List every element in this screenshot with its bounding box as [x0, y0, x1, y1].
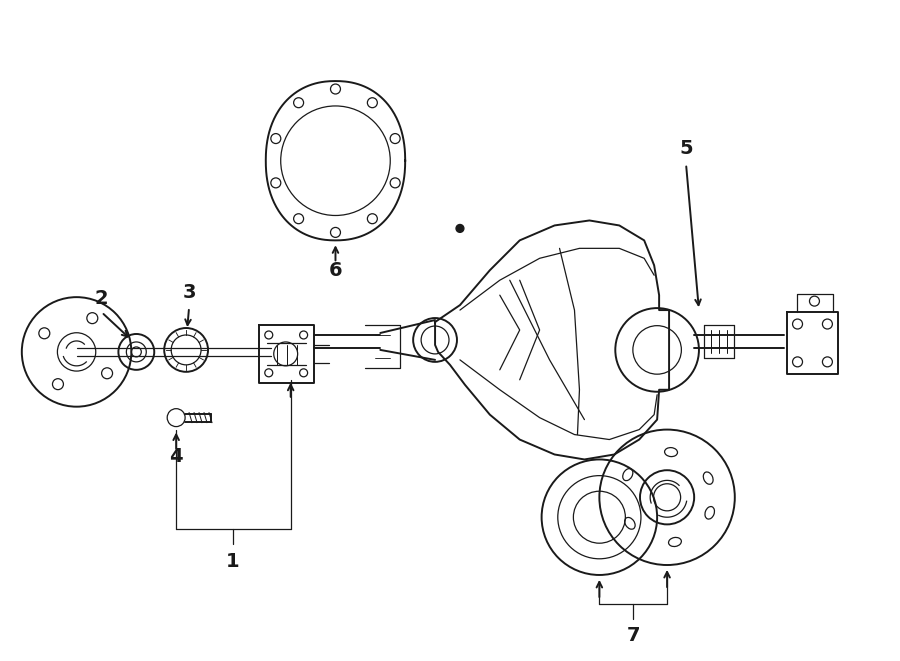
Text: 1: 1 [226, 551, 239, 570]
Text: 6: 6 [328, 260, 342, 280]
Text: 2: 2 [94, 289, 108, 307]
Text: 7: 7 [626, 626, 640, 645]
Circle shape [456, 225, 464, 233]
Text: 5: 5 [680, 139, 693, 158]
Text: 3: 3 [183, 283, 196, 301]
Text: 4: 4 [169, 447, 183, 466]
